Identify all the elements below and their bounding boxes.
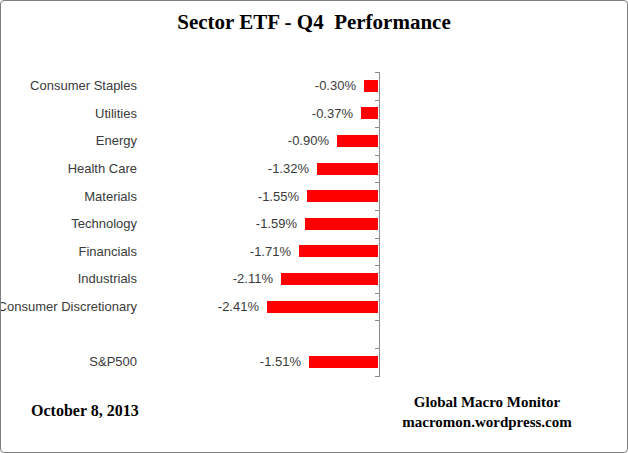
attribution: Global Macro Monitor macromon.wordpress.… (379, 392, 595, 432)
value-label: -2.41% (218, 293, 259, 321)
plot-area: Consumer Staples-0.30%Utilities-0.37%Ene… (1, 1, 627, 452)
value-label: -0.90% (288, 127, 329, 155)
date-label: October 8, 2013 (31, 402, 139, 420)
value-label: -1.55% (258, 182, 299, 210)
value-label: -1.59% (256, 210, 297, 238)
chart-frame: Sector ETF - Q4 Performance Consumer Sta… (0, 0, 628, 453)
bar-row: Industrials -2.11% (1, 265, 627, 293)
category-label: Materials (1, 182, 137, 210)
bar-row: Consumer Discretionary -2.41% (1, 293, 627, 321)
category-label: Industrials (1, 265, 137, 293)
value-label: -0.37% (312, 100, 353, 128)
value-label: -1.51% (260, 348, 301, 376)
data-bar (309, 356, 378, 368)
bar-row: Financials -1.71% (1, 238, 627, 266)
bar-row: Consumer Staples -0.30% (1, 72, 627, 100)
axis-tick (375, 376, 380, 377)
category-label: Health Care (1, 155, 137, 183)
bar-row: Utilities -0.37% (1, 100, 627, 128)
value-label: -0.30% (315, 72, 356, 100)
category-label: Energy (1, 127, 137, 155)
data-bar (317, 163, 378, 175)
value-label: -2.11% (233, 265, 273, 293)
bar-row (1, 320, 627, 348)
category-label: S&P500 (1, 348, 137, 376)
bar-row: Technology -1.59% (1, 210, 627, 238)
data-bar (361, 107, 378, 119)
category-label: Consumer Discretionary (1, 293, 137, 321)
data-bar (307, 190, 378, 202)
data-bar (281, 273, 378, 285)
category-label: Technology (1, 210, 137, 238)
bar-row: Materials -1.55% (1, 182, 627, 210)
data-bar (267, 301, 378, 313)
attribution-line2: macromon.wordpress.com (379, 412, 595, 432)
category-label: Consumer Staples (1, 72, 137, 100)
data-bar (337, 135, 378, 147)
attribution-line1: Global Macro Monitor (379, 392, 595, 412)
bar-row: Energy -0.90% (1, 127, 627, 155)
data-bar (364, 80, 378, 92)
category-label: Utilities (1, 100, 137, 128)
data-bar (305, 218, 378, 230)
value-label: -1.32% (268, 155, 309, 183)
data-bar (299, 245, 378, 257)
value-label: -1.71% (250, 238, 291, 266)
bar-row: S&P500 -1.51% (1, 348, 627, 376)
bar-row: Health Care -1.32% (1, 155, 627, 183)
category-label: Financials (1, 238, 137, 266)
